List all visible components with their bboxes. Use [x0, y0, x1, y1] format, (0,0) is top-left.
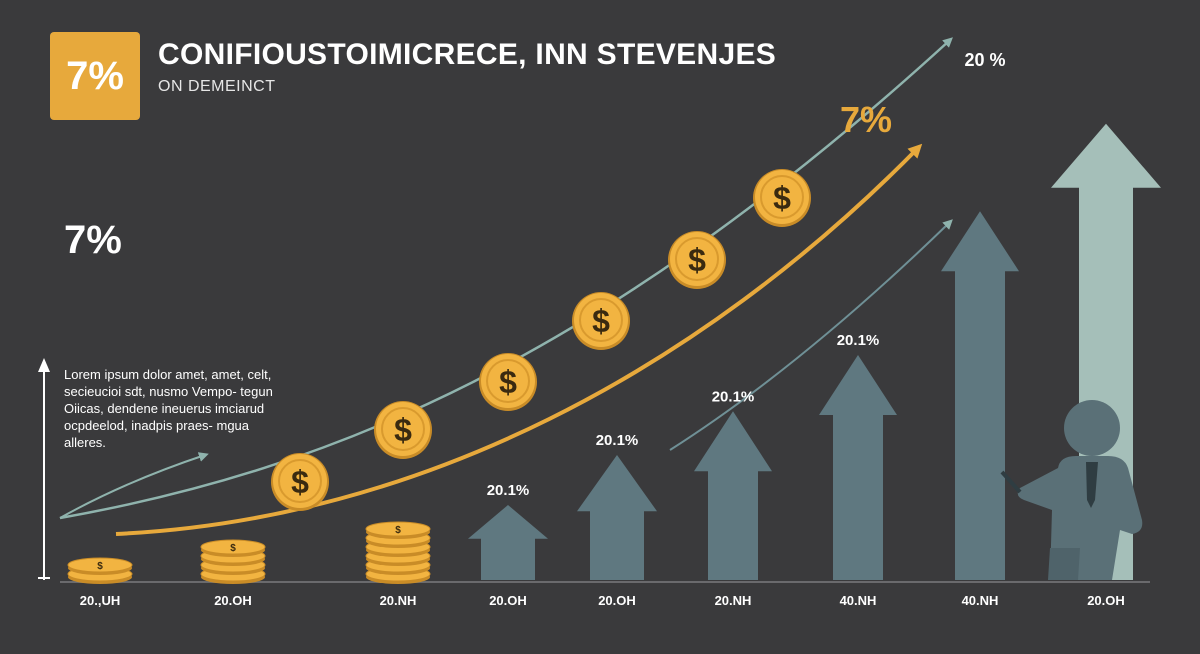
trend-line-small — [59, 452, 209, 519]
dollar-coin-icon: $ — [479, 353, 537, 411]
x-tick-label: 20.OH — [598, 593, 636, 608]
svg-text:$: $ — [688, 242, 706, 278]
page-title: CONIFIOUSTOIMICRECE, INN STEVENJES — [158, 38, 777, 71]
bar-data-label: 20.1% — [837, 332, 880, 349]
page-subtitle: ON DEMEINCT — [158, 78, 276, 95]
dollar-coin-icon: $ — [753, 169, 811, 227]
x-tick-label: 20.OH — [1087, 593, 1125, 608]
bar-arrow — [694, 411, 772, 580]
trend-line-right — [669, 219, 953, 451]
bar-data-label: 20.1% — [487, 482, 530, 499]
dollar-coin-icon: $ — [572, 292, 630, 350]
chart-marks: $ $ $20.1% 20.1% 20.1% 20.1% — [67, 123, 1161, 584]
svg-text:$: $ — [773, 180, 791, 216]
svg-text:$: $ — [395, 525, 401, 536]
percent-badge: 7% — [50, 32, 140, 120]
peak-percent-label: 20 % — [964, 50, 1005, 70]
trend-line-main — [59, 37, 953, 520]
x-tick-label: 40.NH — [840, 593, 877, 608]
bar-data-label: 20.1% — [712, 388, 755, 405]
svg-text:$: $ — [592, 303, 610, 339]
side-percent: 7% — [64, 218, 122, 262]
bar-arrow — [941, 211, 1019, 580]
x-tick-label: 20.,UH — [80, 593, 120, 608]
svg-text:$: $ — [97, 561, 103, 572]
dollar-coin-icon: $ — [374, 401, 432, 459]
bar-arrow — [577, 455, 657, 580]
svg-text:$: $ — [394, 412, 412, 448]
y-axis-arrow-icon — [38, 358, 50, 372]
svg-text:$: $ — [291, 464, 309, 500]
bar-data-label: 20.1% — [596, 432, 639, 449]
coin-stack: $ — [67, 557, 133, 584]
x-tick-label: 20.OH — [214, 593, 252, 608]
x-tick-label: 20.NH — [380, 593, 417, 608]
description-text: Lorem ipsum dolor amet, amet, celt, seci… — [64, 367, 273, 450]
dollar-coins: $ $ $ $ $ $ — [271, 169, 811, 511]
x-tick-label: 20.NH — [715, 593, 752, 608]
coin-stack: $ — [200, 539, 266, 584]
svg-text:$: $ — [499, 364, 517, 400]
x-tick-label: 40.NH — [962, 593, 999, 608]
dollar-coin-icon: $ — [271, 453, 329, 511]
curve-percent-label: 7% — [840, 99, 892, 140]
trend-line-gold — [115, 143, 923, 536]
x-tick-label: 20.OH — [489, 593, 527, 608]
bar-arrow — [1051, 123, 1161, 580]
businessman-icon — [1000, 400, 1143, 580]
coin-stack: $ — [365, 521, 431, 584]
svg-text:$: $ — [230, 543, 236, 554]
x-tick-labels: 20.,UH 20.OH 20.NH 20.OH 20.OH 20.NH 40.NH 40.N… — [80, 593, 1125, 608]
bar-arrow — [468, 505, 548, 580]
dollar-coin-icon: $ — [668, 231, 726, 289]
bar-arrow — [819, 355, 897, 580]
